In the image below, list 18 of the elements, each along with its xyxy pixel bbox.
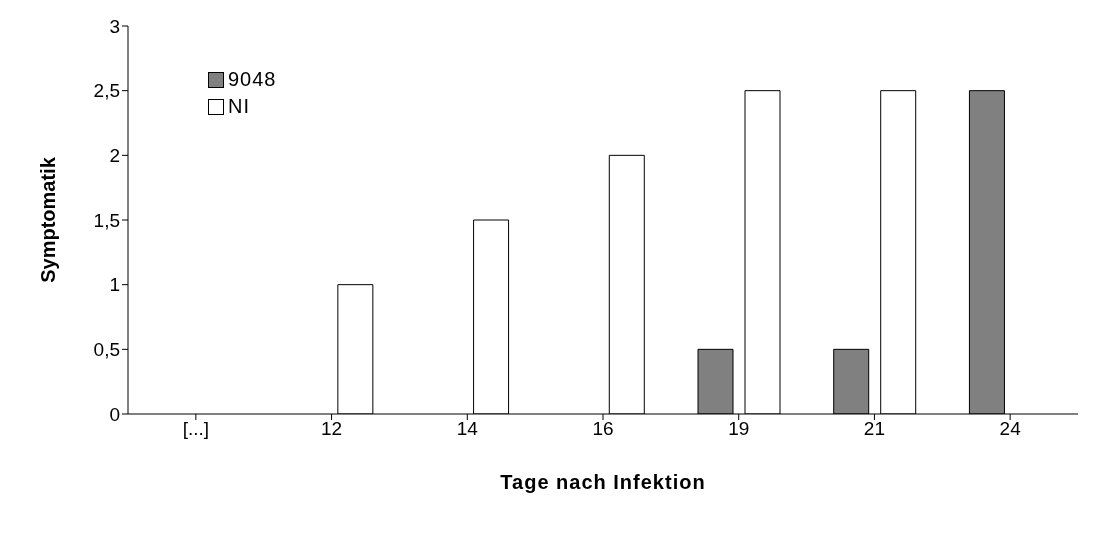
y-tick-label: 2: [109, 145, 120, 167]
y-tick-label: 0: [109, 403, 120, 425]
x-axis-title: Tage nach Infektion: [500, 471, 706, 493]
x-tick-label: 14: [456, 418, 479, 440]
x-tick-label: [...]: [182, 418, 210, 440]
x-tick-label: 24: [999, 418, 1022, 440]
x-tick-label: 19: [728, 418, 750, 440]
y-tick-label: 3: [109, 15, 120, 37]
y-tick-label: 1,5: [93, 209, 120, 231]
y-tick-label: 0,5: [93, 339, 120, 361]
x-tick-label: 16: [592, 418, 614, 440]
x-tick-label: 21: [863, 418, 885, 440]
x-tick-label: 12: [321, 418, 343, 440]
y-tick-label: 1: [109, 274, 120, 296]
legend-label: 9048: [228, 68, 277, 91]
y-tick-label: 2,5: [93, 80, 120, 102]
y-axis-title: Symptomatik: [37, 156, 60, 283]
legend-label: NI: [228, 95, 250, 118]
